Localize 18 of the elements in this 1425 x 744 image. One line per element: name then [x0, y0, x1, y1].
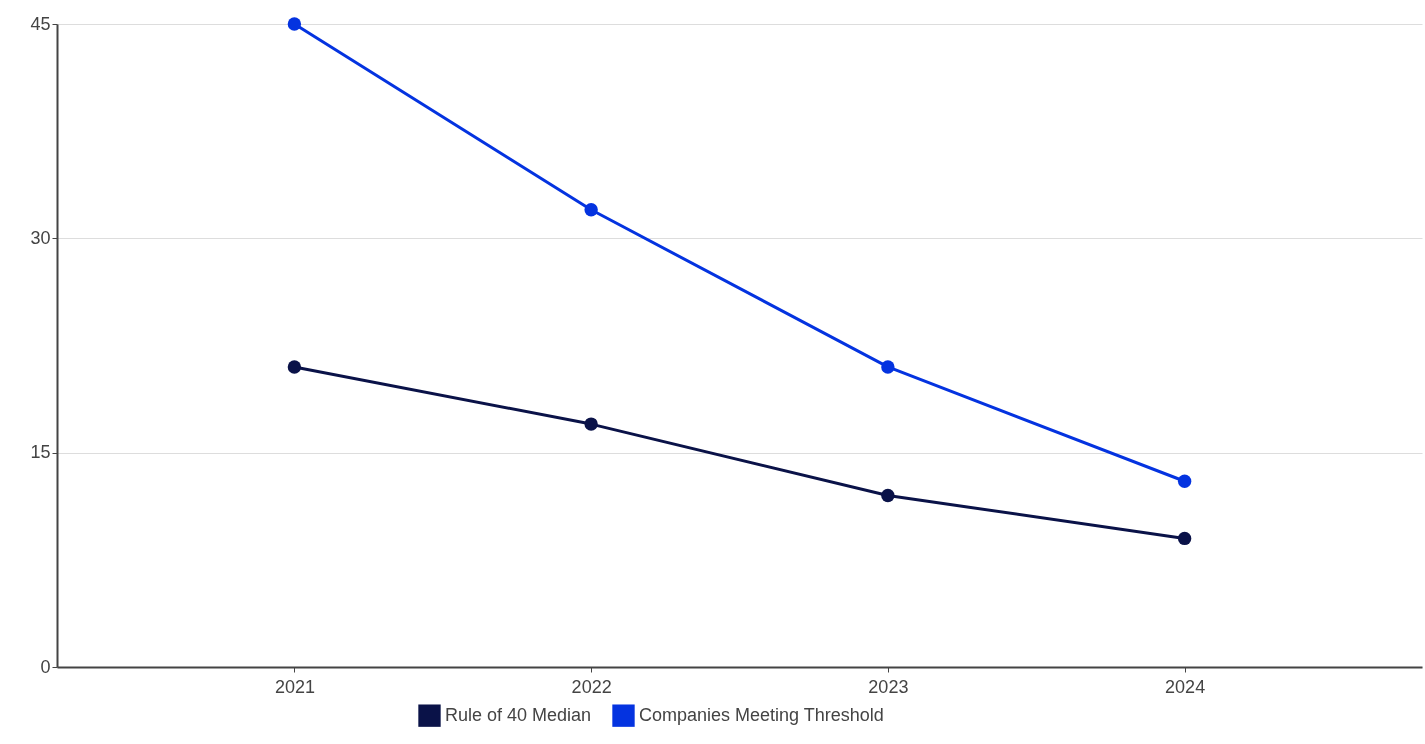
x-tick-label: 2022: [571, 676, 612, 697]
legend-label: Rule of 40 Median: [445, 704, 592, 725]
x-tick-label: 2023: [868, 676, 909, 697]
point: [584, 417, 598, 431]
legend-label: Companies Meeting Threshold: [639, 704, 884, 725]
point: [881, 488, 895, 503]
point: [1177, 531, 1192, 546]
point: [881, 360, 895, 374]
y-tick-label: 45: [30, 13, 51, 34]
y-tick-label: 15: [30, 442, 51, 463]
x-tick-label: 2021: [274, 676, 315, 697]
point: [287, 360, 302, 374]
point: [287, 17, 302, 31]
point: [584, 203, 598, 217]
y-tick-label: 30: [30, 227, 51, 248]
y-tick-label: 0: [40, 656, 51, 677]
x-tick-label: 2024: [1165, 676, 1206, 697]
point: [1177, 474, 1192, 488]
